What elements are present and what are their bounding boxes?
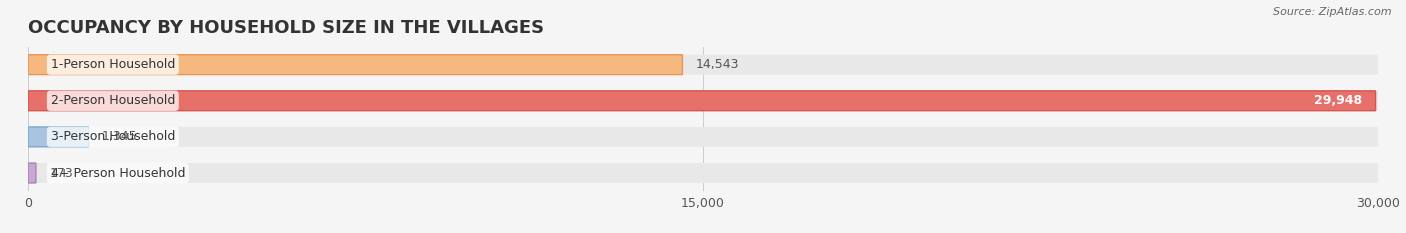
Text: 4+ Person Household: 4+ Person Household	[51, 167, 186, 179]
FancyBboxPatch shape	[28, 91, 1375, 111]
Text: 3-Person Household: 3-Person Household	[51, 130, 174, 143]
FancyBboxPatch shape	[28, 127, 89, 147]
FancyBboxPatch shape	[28, 91, 1378, 111]
Text: 1-Person Household: 1-Person Household	[51, 58, 174, 71]
Text: OCCUPANCY BY HOUSEHOLD SIZE IN THE VILLAGES: OCCUPANCY BY HOUSEHOLD SIZE IN THE VILLA…	[28, 19, 544, 37]
FancyBboxPatch shape	[28, 55, 1378, 75]
FancyBboxPatch shape	[28, 127, 1378, 147]
Text: 2-Person Household: 2-Person Household	[51, 94, 174, 107]
FancyBboxPatch shape	[28, 163, 37, 183]
Text: Source: ZipAtlas.com: Source: ZipAtlas.com	[1274, 7, 1392, 17]
Text: 173: 173	[49, 167, 73, 179]
Text: 1,345: 1,345	[103, 130, 138, 143]
Text: 29,948: 29,948	[1315, 94, 1362, 107]
Text: 14,543: 14,543	[696, 58, 740, 71]
FancyBboxPatch shape	[28, 55, 682, 75]
FancyBboxPatch shape	[28, 163, 1378, 183]
